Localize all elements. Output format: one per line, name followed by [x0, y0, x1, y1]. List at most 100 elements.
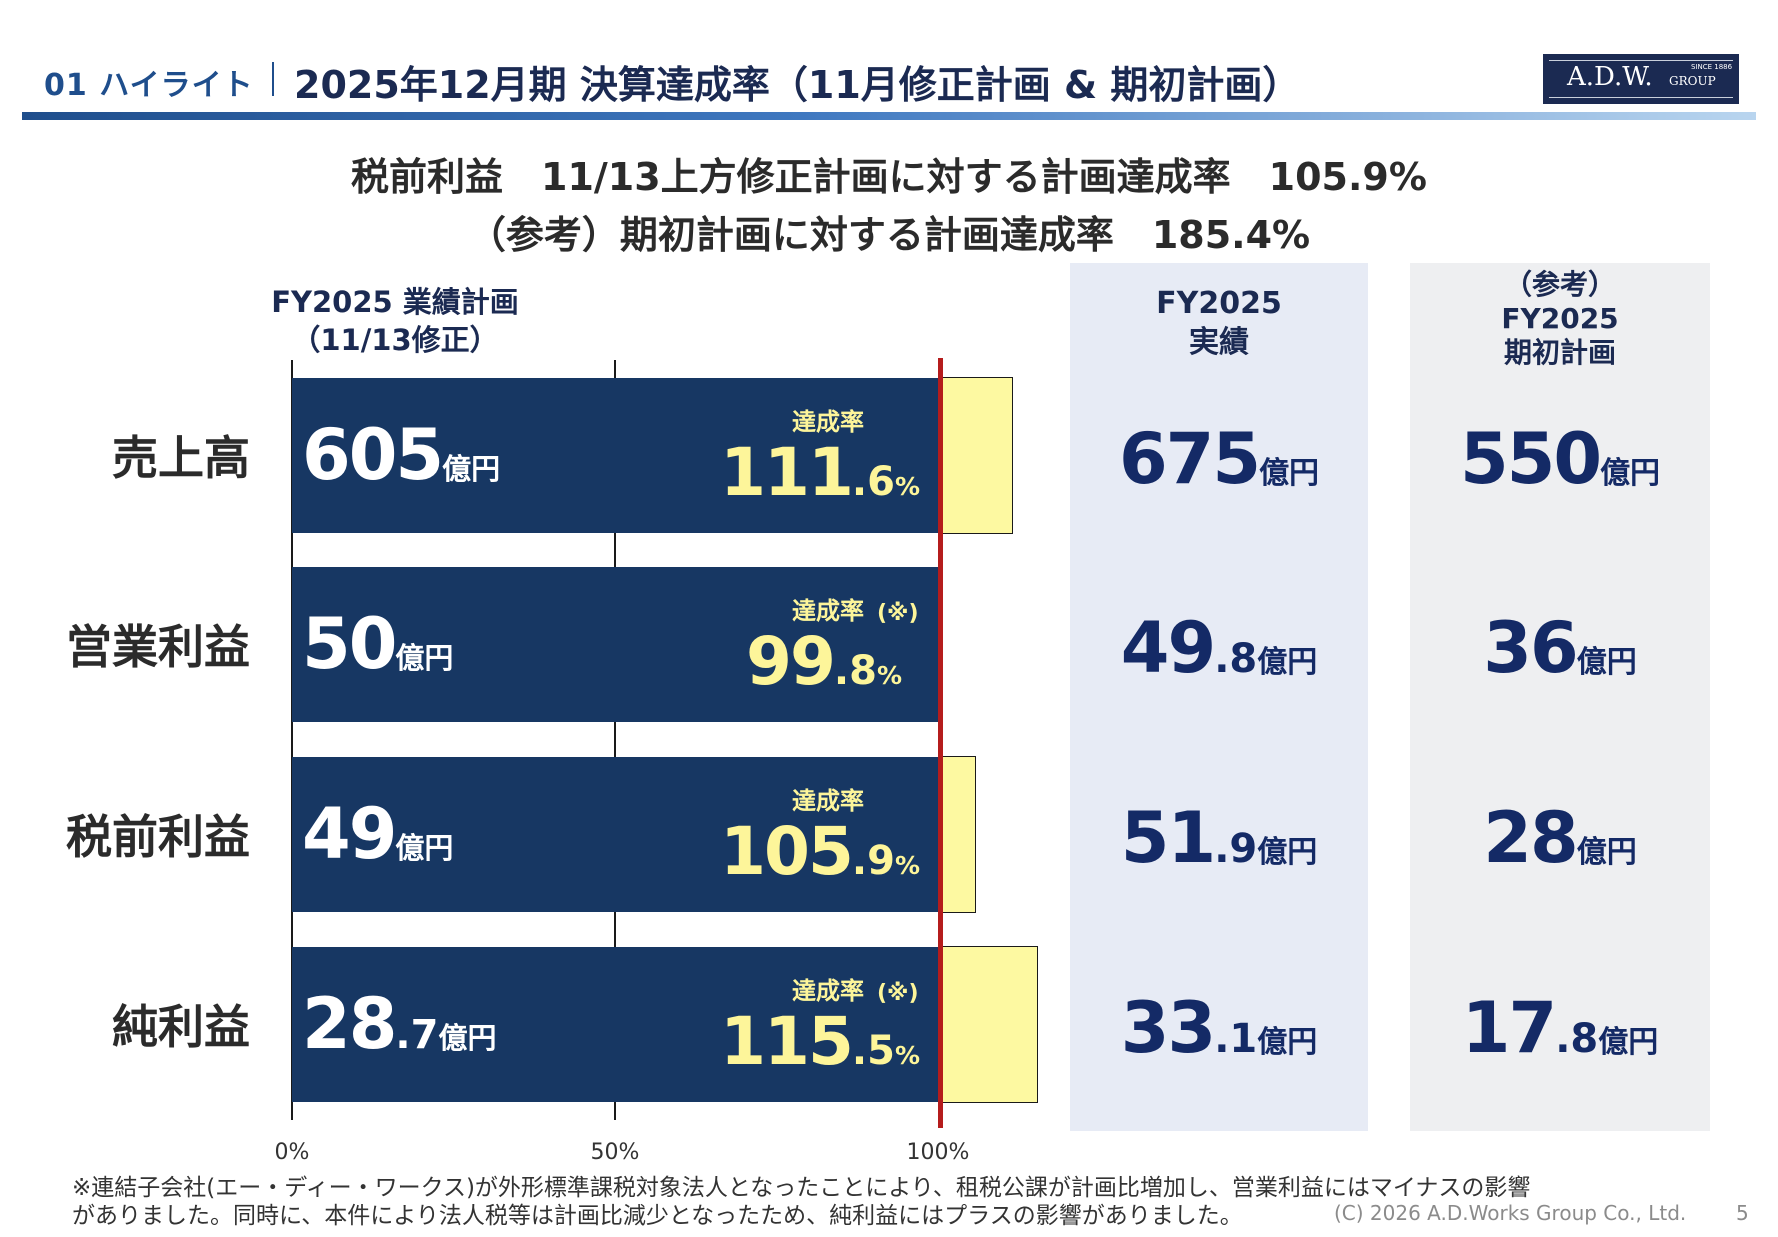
- initial-plan-value: 28億円: [1410, 797, 1710, 879]
- plan-bar: [292, 567, 938, 722]
- actual-value-dec: .9: [1214, 826, 1258, 872]
- plan-value: 49億円: [302, 793, 453, 875]
- initial-column-heading: （参考） FY2025 期初計画: [1410, 268, 1710, 370]
- initial-value-unit: 億円: [1600, 456, 1661, 491]
- plan-value: 50億円: [302, 603, 453, 685]
- actual-value-int: 33: [1120, 987, 1216, 1069]
- achievement-rate-value: 99.8%: [746, 623, 902, 700]
- page-number: 5: [1736, 1201, 1749, 1225]
- logo-since: SINCE 1886: [1691, 63, 1733, 71]
- rate-value-dec: .5: [851, 1028, 895, 1074]
- plan-bar: [292, 947, 938, 1102]
- x-tick-label: 50%: [590, 1140, 640, 1165]
- x-tick-label: 100%: [906, 1140, 970, 1165]
- initial-plan-value: 550億円: [1410, 418, 1710, 500]
- initial-plan-value: 17.8億円: [1410, 987, 1710, 1069]
- footnote: ※連結子会社(エー・ディー・ワークス)が外形標準課税対象法人となったことにより、…: [72, 1174, 1672, 1230]
- plan-bar: [292, 378, 938, 533]
- achievement-rate-value: 111.6%: [720, 434, 920, 511]
- plan-value: 605億円: [302, 414, 500, 496]
- rate-value-unit: %: [894, 851, 920, 880]
- actual-heading-line1: FY2025: [1156, 286, 1282, 321]
- plan-bar: [292, 757, 938, 912]
- plan-value-unit: 億円: [438, 1021, 497, 1055]
- plan-column-heading: FY2025 業績計画 （11/13修正）: [250, 284, 540, 359]
- plan-value-int: 28: [302, 983, 397, 1065]
- summary-line-1: 税前利益 11/13上方修正計画に対する計画達成率 105.9%: [351, 155, 1427, 199]
- initial-value-int: 550: [1459, 418, 1602, 500]
- overachievement-bar: [938, 377, 1013, 534]
- actual-heading-line2: 実績: [1189, 325, 1249, 360]
- initial-heading-line2: FY2025: [1501, 302, 1619, 336]
- actual-value-dec: .1: [1214, 1016, 1258, 1062]
- achievement-rate-label: 達成率: [792, 787, 864, 815]
- achievement-rate-label: 達成率: [792, 977, 864, 1005]
- plan-value-int: 605: [302, 414, 444, 496]
- actual-value-int: 51: [1120, 797, 1216, 879]
- actual-value-unit: 億円: [1259, 456, 1320, 491]
- actual-value-dec: .8: [1214, 636, 1258, 682]
- actual-value: 49.8億円: [1070, 607, 1368, 689]
- actual-value: 33.1億円: [1070, 987, 1368, 1069]
- rate-value-int: 111: [720, 434, 854, 511]
- initial-heading-line1: （参考）: [1503, 268, 1616, 301]
- row-label: 純利益: [112, 1000, 250, 1054]
- actual-value: 51.9億円: [1070, 797, 1368, 879]
- plan-heading-line2: （11/13修正）: [291, 322, 499, 357]
- actual-column-heading: FY2025 実績: [1070, 284, 1368, 362]
- initial-value-unit: 億円: [1598, 1025, 1659, 1060]
- plan-heading-line1: FY2025 業績計画: [271, 285, 519, 319]
- header-rule: [22, 112, 1756, 120]
- initial-column-panel: [1410, 263, 1710, 1131]
- rate-value-dec: .9: [851, 838, 895, 884]
- achievement-rate-label: 達成率: [792, 408, 864, 436]
- axis-gridline-0pct: [291, 360, 293, 1120]
- footnote-line-1: ※連結子会社(エー・ディー・ワークス)が外形標準課税対象法人となったことにより、…: [72, 1175, 1531, 1201]
- copyright: (C) 2026 A.D.Works Group Co., Ltd.: [1334, 1201, 1687, 1225]
- actual-value-unit: 億円: [1257, 835, 1318, 870]
- plan-value-int: 50: [302, 603, 397, 685]
- row-label: 営業利益: [66, 620, 250, 674]
- initial-value-int: 36: [1483, 607, 1578, 689]
- actual-value-int: 675: [1118, 418, 1261, 500]
- rate-value-dec: .6: [851, 459, 895, 505]
- company-logo: A.D.W. SINCE 1886 GROUP: [1543, 54, 1739, 104]
- reference-line-100pct: [938, 358, 943, 1128]
- initial-value-unit: 億円: [1576, 835, 1637, 870]
- footnote-line-2: がありました。同時に、本件により法人税等は計画比減少となったため、純利益にはプラ…: [72, 1203, 1243, 1230]
- initial-value-dec: .8: [1555, 1016, 1599, 1062]
- summary-line-2: （参考）期初計画に対する計画達成率 185.4%: [467, 213, 1311, 257]
- section-label: 01 ハイライト: [44, 68, 254, 103]
- achievement-rate-value: 105.9%: [720, 813, 920, 890]
- plan-value-int: 49: [302, 793, 397, 875]
- slide-header: 01 ハイライト 2025年12月期 決算達成率（11月修正計画 & 期初計画）…: [0, 0, 1778, 125]
- rate-value-dec: .8: [833, 648, 877, 694]
- logo-text: A.D.W.: [1567, 62, 1653, 92]
- logo-group: GROUP: [1669, 74, 1716, 88]
- rate-value-unit: %: [894, 1041, 920, 1070]
- initial-heading-line3: 期初計画: [1503, 336, 1616, 370]
- overachievement-bar: [938, 946, 1039, 1103]
- page-title: 2025年12月期 決算達成率（11月修正計画 & 期初計画）: [294, 63, 1301, 107]
- x-tick-label: 0%: [274, 1140, 310, 1165]
- rate-value-int: 105: [720, 813, 854, 890]
- row-label: 税前利益: [66, 810, 250, 864]
- actual-value: 675億円: [1070, 418, 1368, 500]
- overachievement-bar: [938, 756, 977, 913]
- header-separator: [272, 62, 274, 96]
- actual-value-unit: 億円: [1257, 1025, 1318, 1060]
- plan-value-dec: .7: [395, 1012, 439, 1058]
- achievement-rate-label: 達成率: [792, 597, 864, 625]
- actual-value-unit: 億円: [1257, 645, 1318, 680]
- rate-value-int: 99: [746, 623, 836, 700]
- axis-gridline-50pct: [614, 360, 616, 1120]
- row-label: 売上高: [112, 431, 250, 485]
- initial-value-unit: 億円: [1576, 645, 1637, 680]
- initial-value-int: 28: [1483, 797, 1578, 879]
- rate-value-unit: %: [876, 661, 902, 690]
- actual-value-int: 49: [1120, 607, 1216, 689]
- plan-value: 28.7億円: [302, 983, 496, 1065]
- achievement-rate-value: 115.5%: [720, 1003, 920, 1080]
- plan-value-unit: 億円: [442, 452, 501, 486]
- achievement-rate-note: (※): [877, 601, 919, 626]
